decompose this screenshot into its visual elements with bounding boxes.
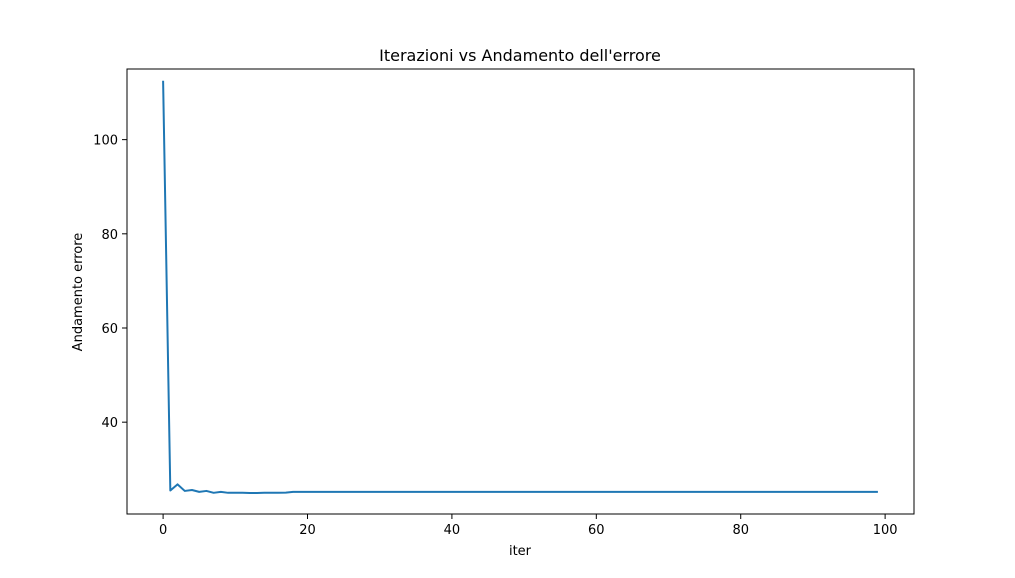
x-tick-label: 40 bbox=[444, 523, 461, 538]
axes-frame bbox=[126, 68, 915, 515]
x-axis: 0 20 40 60 80 100 bbox=[159, 514, 898, 538]
x-axis-label: iter bbox=[509, 544, 532, 559]
x-tick-label: 20 bbox=[299, 523, 316, 538]
y-axis-label: Andamento errore bbox=[71, 233, 86, 352]
plot-area bbox=[162, 80, 878, 495]
x-tick-label: 100 bbox=[873, 523, 898, 538]
chart-title: Iterazioni vs Andamento dell'errore bbox=[379, 46, 661, 65]
y-tick-label: 40 bbox=[101, 416, 118, 431]
series-line-0 bbox=[162, 80, 878, 495]
x-tick-label: 80 bbox=[732, 523, 749, 538]
y-tick-label: 80 bbox=[101, 228, 118, 243]
y-tick-label: 100 bbox=[93, 134, 118, 149]
x-tick-label: 60 bbox=[588, 523, 605, 538]
y-tick-label: 60 bbox=[101, 322, 118, 337]
y-axis: 40 60 80 100 bbox=[93, 134, 127, 431]
x-tick-label: 0 bbox=[159, 523, 167, 538]
